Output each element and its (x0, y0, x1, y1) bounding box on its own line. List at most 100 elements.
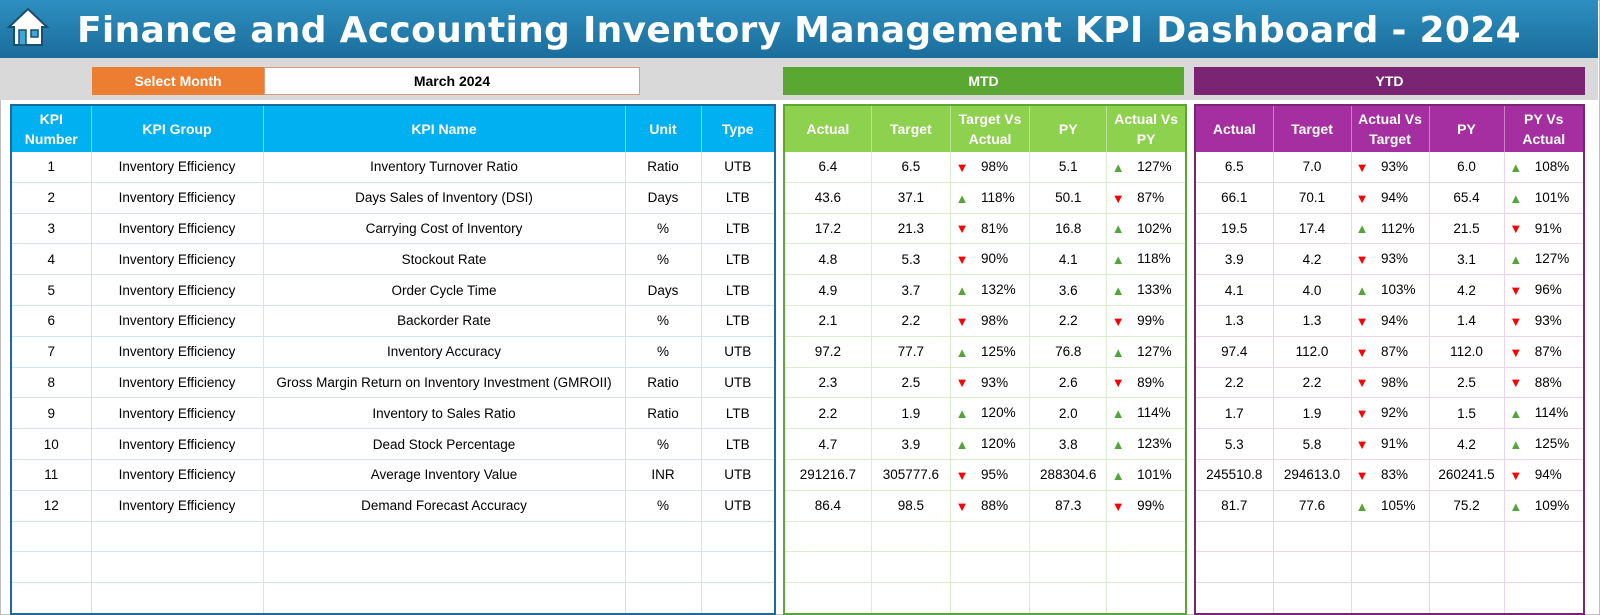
percent-value: 127% (1137, 158, 1172, 174)
home-icon[interactable] (6, 6, 50, 48)
mtd-target: 305777.6 (871, 459, 951, 491)
ytd-target: 1.9 (1273, 397, 1352, 430)
empty-row (11, 551, 776, 584)
mtd-actual-vs-py: ▼ 87% (1106, 182, 1187, 214)
ytd-row: 81.7 77.6 ▲ 105% 75.2 ▲ 109% (1195, 490, 1585, 522)
empty-cell (1351, 582, 1430, 615)
mtd-target-vs-actual: ▲ 132% (950, 274, 1031, 306)
kpi-group: Inventory Efficiency (91, 305, 264, 337)
kpi-group: Inventory Efficiency (91, 459, 264, 491)
ytd-actual-vs-target: ▼ 92% (1351, 397, 1430, 430)
empty-row (784, 521, 1187, 553)
ytd-target: 7.0 (1273, 152, 1352, 183)
kpi-unit: Ratio (625, 152, 702, 183)
empty-cell (263, 582, 626, 615)
mtd-target-vs-actual: ▲ 118% (950, 182, 1031, 214)
mtd-actual-vs-py: ▲ 127% (1106, 336, 1187, 368)
empty-cell (625, 551, 702, 584)
empty-cell (950, 551, 1031, 584)
down-arrow-icon: ▼ (1111, 498, 1125, 514)
mtd-target: 77.7 (871, 336, 951, 368)
kpi-type: LTB (701, 274, 776, 306)
ytd-py-vs-actual: ▼ 94% (1504, 459, 1585, 491)
percent-value: 114% (1137, 405, 1171, 421)
ytd-target: 112.0 (1273, 336, 1352, 368)
up-arrow-icon: ▲ (1111, 159, 1125, 175)
kpi-type: UTB (701, 336, 776, 368)
empty-cell (91, 551, 264, 584)
mtd-target-vs-actual: ▼ 90% (950, 243, 1031, 276)
kpi-unit: % (625, 305, 702, 337)
ytd-actual-vs-target: ▼ 98% (1351, 367, 1430, 399)
empty-cell (1429, 582, 1505, 615)
mtd-row: 2.1 2.2 ▼ 98% 2.2 ▼ 99% (784, 305, 1187, 337)
mtd-section-header: MTD (783, 67, 1184, 95)
kpi-group: Inventory Efficiency (91, 428, 264, 460)
mtd-py: 2.0 (1029, 397, 1108, 430)
ytd-py: 4.2 (1429, 274, 1505, 306)
percent-value: 89% (1137, 374, 1165, 390)
mtd-actual: 2.1 (784, 305, 872, 337)
mtd-py: 87.3 (1029, 490, 1108, 522)
kpi-name: Inventory to Sales Ratio (263, 397, 626, 430)
mtd-target: 2.2 (871, 305, 951, 337)
mtd-row: 291216.7 305777.6 ▼ 95% 288304.6 ▲ 101% (784, 459, 1187, 491)
percent-value: 94% (1381, 312, 1409, 328)
kpi-type: LTB (701, 428, 776, 460)
empty-cell (871, 551, 951, 584)
percent-value: 127% (1534, 251, 1570, 267)
empty-cell (1351, 551, 1430, 584)
down-arrow-icon: ▼ (1111, 375, 1125, 391)
mtd-actual: 4.7 (784, 428, 872, 460)
mtd-target-vs-actual: ▲ 125% (950, 336, 1031, 368)
ytd-row: 1.3 1.3 ▼ 94% 1.4 ▼ 93% (1195, 305, 1585, 337)
empty-cell (871, 582, 951, 615)
mtd-py: 2.2 (1029, 305, 1108, 337)
ytd-actual-vs-target: ▼ 94% (1351, 305, 1430, 337)
kpi-info-table: KPI Number KPI Group KPI Name Unit Type … (10, 104, 776, 615)
empty-cell (263, 521, 626, 553)
mtd-row: 86.4 98.5 ▼ 88% 87.3 ▼ 99% (784, 490, 1187, 522)
ytd-actual: 97.4 (1195, 336, 1274, 368)
mtd-actual-vs-py: ▲ 133% (1106, 274, 1187, 306)
ytd-actual: 2.2 (1195, 367, 1274, 399)
down-arrow-icon: ▼ (955, 313, 969, 329)
empty-cell (1029, 582, 1108, 615)
ytd-py: 1.5 (1429, 397, 1505, 430)
percent-value: 120% (981, 405, 1016, 421)
ytd-actual-vs-target: ▼ 94% (1351, 182, 1430, 214)
month-selector[interactable]: March 2024 (264, 67, 640, 95)
ytd-py: 4.2 (1429, 428, 1505, 460)
header-unit: Unit (625, 105, 702, 152)
ytd-actual: 81.7 (1195, 490, 1274, 522)
kpi-number: 9 (11, 397, 92, 430)
down-arrow-icon: ▼ (1355, 375, 1369, 391)
mtd-actual-vs-py: ▼ 89% (1106, 367, 1187, 399)
up-arrow-icon: ▲ (1509, 159, 1523, 175)
up-arrow-icon: ▲ (955, 190, 969, 206)
mtd-py: 5.1 (1029, 152, 1108, 183)
percent-value: 93% (981, 374, 1009, 390)
down-arrow-icon: ▼ (1355, 252, 1369, 268)
mtd-actual-vs-py: ▲ 114% (1106, 397, 1187, 430)
ytd-py: 65.4 (1429, 182, 1505, 214)
ytd-actual-vs-target: ▼ 93% (1351, 152, 1430, 183)
ytd-actual-vs-target: ▼ 83% (1351, 459, 1430, 491)
empty-cell (1273, 521, 1352, 553)
mtd-row: 2.2 1.9 ▲ 120% 2.0 ▲ 114% (784, 397, 1187, 430)
mtd-target: 3.7 (871, 274, 951, 306)
ytd-row: 1.7 1.9 ▼ 92% 1.5 ▲ 114% (1195, 397, 1585, 430)
kpi-name: Average Inventory Value (263, 459, 626, 491)
mtd-header-target-vs-actual: Target Vs Actual (950, 105, 1031, 152)
ytd-target: 1.3 (1273, 305, 1352, 337)
empty-cell (784, 582, 872, 615)
kpi-name: Inventory Accuracy (263, 336, 626, 368)
ytd-py-vs-actual: ▲ 125% (1504, 428, 1585, 460)
kpi-number: 1 (11, 152, 92, 183)
ytd-table: Actual Target Actual Vs Target PY PY Vs … (1194, 104, 1585, 615)
ytd-actual: 4.1 (1195, 274, 1274, 306)
percent-value: 108% (1534, 158, 1570, 174)
percent-value: 133% (1137, 282, 1172, 298)
down-arrow-icon: ▼ (955, 498, 969, 514)
mtd-actual: 97.2 (784, 336, 872, 368)
